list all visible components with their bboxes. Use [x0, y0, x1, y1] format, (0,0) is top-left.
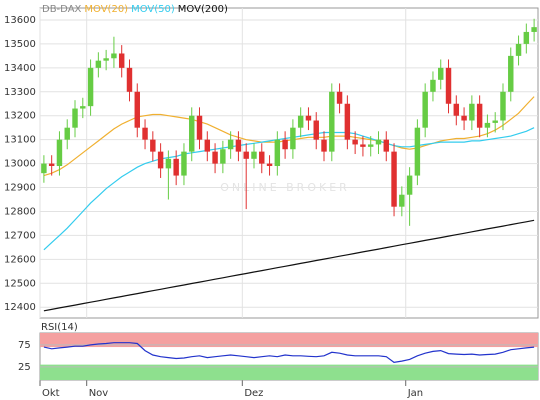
candle-body [508, 55, 514, 92]
overbought-band [40, 333, 538, 348]
rsi-title: RSI(14) [41, 322, 78, 333]
candle-body [103, 58, 109, 61]
candle-body [297, 115, 304, 128]
y-tick-label: 12600 [4, 254, 36, 265]
candle-body [383, 139, 389, 152]
candle-body [134, 91, 140, 128]
x-tick-label: Dez [244, 388, 263, 399]
y-tick-label: 13500 [4, 39, 36, 50]
candle-body [181, 151, 187, 176]
candle-body [251, 151, 257, 159]
legend-entry: MOV(50) [131, 4, 175, 15]
y-tick-label: 12400 [4, 302, 36, 313]
y-tick-label: 13400 [4, 63, 36, 74]
candle-body [329, 91, 335, 152]
candle-body [72, 108, 78, 128]
y-tick-label: 75 [18, 340, 31, 351]
candle-body [523, 31, 530, 44]
candle-body [204, 139, 211, 152]
candle-body [453, 103, 460, 116]
candle-body [189, 115, 195, 152]
candle-body [336, 91, 343, 104]
candle-body [80, 106, 86, 109]
candle-body [266, 163, 273, 166]
y-tick-label: 13200 [4, 111, 36, 122]
candle-body [126, 67, 133, 92]
candle-body [227, 139, 234, 150]
moving-average-line [43, 127, 535, 251]
candle-body [56, 139, 63, 166]
y-tick-label: 13600 [4, 15, 36, 26]
candle-body [243, 151, 249, 159]
candle-body [41, 163, 47, 174]
candle-body [422, 91, 428, 128]
candle-body [142, 127, 148, 140]
candle-body [461, 115, 467, 121]
candle-body [305, 115, 312, 121]
candle-body [367, 144, 374, 147]
candle-body [290, 127, 296, 150]
candle-body [235, 139, 242, 152]
oversold-band [40, 364, 538, 380]
candle-body [515, 43, 522, 56]
candle-body [492, 120, 498, 123]
legend: DB-DAX MOV(20) MOV(50) MOV(200) [42, 4, 228, 15]
candle-body [87, 67, 94, 107]
legend-entry: MOV(20) [84, 4, 128, 15]
y-tick-label: 13100 [4, 135, 36, 146]
candle-body [321, 139, 327, 152]
candle-body [414, 127, 421, 176]
candle-body [484, 122, 491, 128]
x-tick-label: Okt [42, 388, 60, 399]
watermark: ONLINE BROKER [220, 181, 350, 194]
y-tick-label: 12700 [4, 230, 36, 241]
candle-body [445, 67, 452, 104]
y-tick-label: 12800 [4, 206, 36, 217]
x-tick-label: Nov [89, 388, 109, 399]
y-tick-label: 13000 [4, 159, 36, 170]
moving-average-line [43, 219, 535, 312]
rsi-line [43, 342, 535, 364]
y-tick-label: 12900 [4, 183, 36, 194]
candle-body [531, 27, 537, 32]
candle-body [64, 127, 70, 140]
y-tick-label: 25 [18, 362, 31, 373]
candle-body [406, 175, 413, 195]
legend-entry: DB-DAX [42, 4, 82, 15]
legend-entry: MOV(200) [178, 4, 228, 15]
candle-body [274, 139, 281, 166]
candle-body [212, 151, 218, 164]
candle-body [111, 53, 117, 59]
candle-body [95, 60, 102, 68]
candle-body [165, 158, 172, 169]
candle-body [196, 115, 203, 140]
candle-body [469, 103, 475, 121]
candle-body [220, 149, 226, 164]
candle-body [399, 194, 405, 207]
candle-body [48, 163, 55, 166]
candle-body [344, 103, 351, 140]
candle-body [430, 79, 436, 92]
candle-body [259, 151, 265, 164]
moving-average-line [43, 96, 535, 177]
candle-body [375, 139, 382, 145]
y-tick-label: 13300 [4, 87, 36, 98]
candle-body [173, 158, 179, 176]
candle-body [157, 151, 164, 169]
candle-body [476, 103, 483, 128]
candle-body [391, 151, 397, 207]
candle-body [438, 67, 444, 80]
candle-body [118, 53, 125, 68]
candle-body [282, 139, 288, 150]
y-tick-label: 12500 [4, 278, 36, 289]
x-tick-label: Jan [407, 388, 423, 399]
candle-body [313, 120, 319, 140]
candle-body [150, 139, 156, 152]
candle-body [500, 91, 506, 121]
candle-body [360, 144, 366, 147]
candle-body [352, 139, 358, 145]
